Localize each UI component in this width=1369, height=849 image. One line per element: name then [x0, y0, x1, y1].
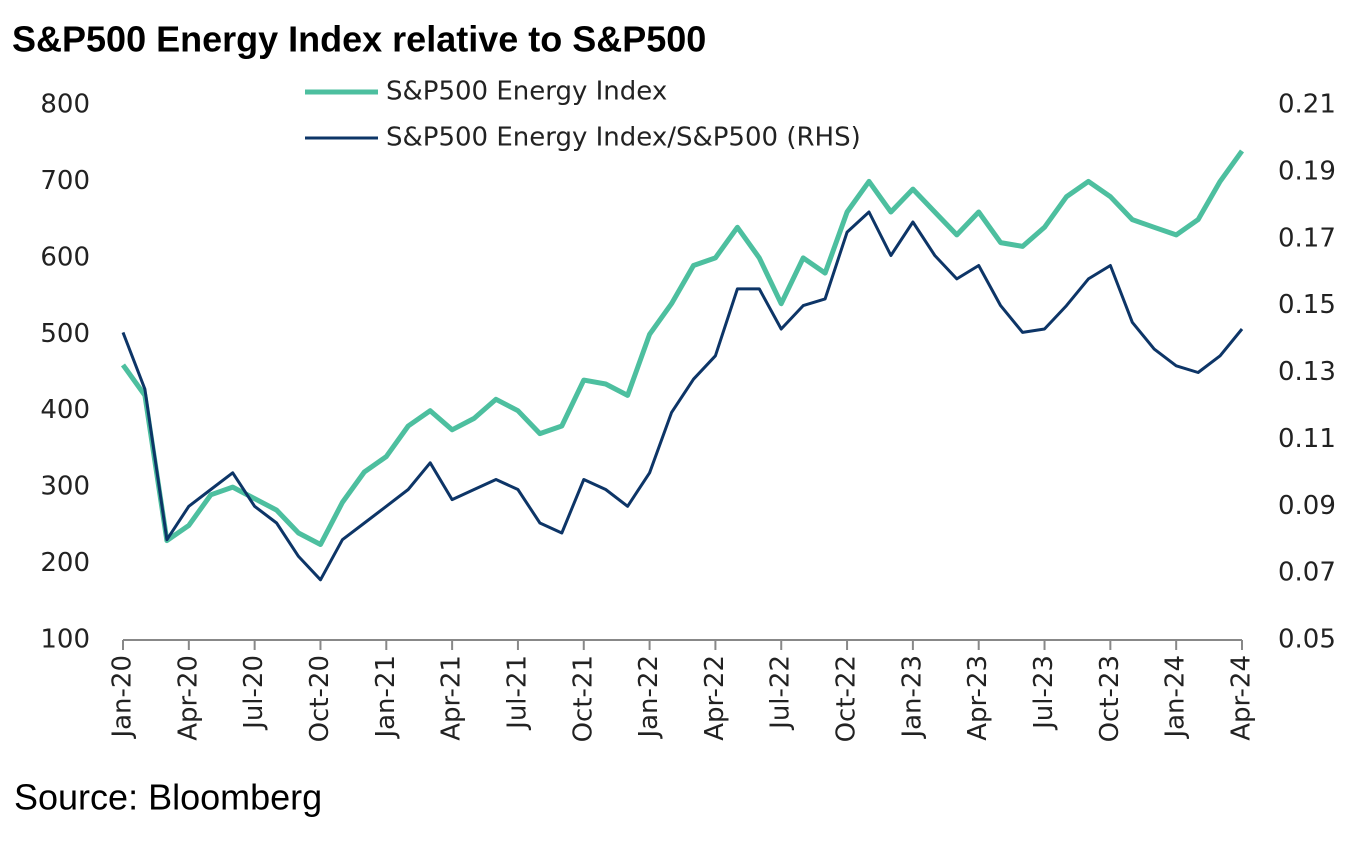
y-tick-label: 400: [40, 395, 90, 425]
x-tick-label: Jan-21: [371, 655, 401, 740]
data-line: [120, 149, 1245, 547]
y2-tick-label: 0.05: [1278, 625, 1336, 655]
y-tick-label: 100: [40, 625, 90, 655]
y-tick-label: 600: [40, 242, 90, 272]
y2-tick-label: 0.17: [1278, 223, 1336, 253]
x-tick-label: Oct-23: [1095, 655, 1125, 742]
y2-tick-label: 0.19: [1278, 156, 1336, 186]
x-tick-label: Jan-24: [1161, 655, 1191, 740]
x-tick-label: Oct-20: [305, 655, 335, 742]
data-line: [121, 210, 1244, 582]
x-tick-label: Jul-20: [239, 655, 269, 731]
x-tick-label: Oct-22: [832, 655, 862, 742]
y2-tick-label: 0.21: [1278, 90, 1336, 120]
y-tick-label: 300: [40, 472, 90, 502]
y-tick-label: 200: [40, 548, 90, 578]
y-tick-label: 500: [40, 319, 90, 349]
y2-tick-label: 0.11: [1278, 424, 1336, 454]
x-tick-label: Jul-21: [502, 655, 532, 731]
x-tick-label: Jan-22: [634, 655, 664, 740]
x-tick-label: Apr-20: [173, 655, 203, 741]
x-tick-label: Oct-21: [568, 655, 598, 742]
x-tick-label: Jan-23: [897, 655, 927, 740]
legend-label: S&P500 Energy Index/S&P500 (RHS): [386, 123, 861, 153]
y-tick-label: 800: [40, 90, 90, 120]
y2-tick-label: 0.09: [1278, 491, 1336, 521]
y2-tick-label: 0.07: [1278, 558, 1336, 588]
x-tick-label: Apr-23: [963, 655, 993, 741]
legend-label: S&P500 Energy Index: [386, 77, 667, 107]
source-note: Source: Bloomberg: [14, 777, 322, 818]
chart-title: S&P500 Energy Index relative to S&P500: [12, 19, 706, 60]
x-tick-label: Apr-22: [700, 655, 730, 741]
x-tick-label: Jan-20: [108, 655, 138, 740]
y2-tick-label: 0.15: [1278, 290, 1336, 320]
x-tick-label: Apr-21: [437, 655, 467, 741]
y2-tick-label: 0.13: [1278, 357, 1336, 387]
x-tick-label: Jul-22: [766, 655, 796, 731]
x-tick-label: Apr-24: [1227, 655, 1257, 741]
x-tick-label: Jul-23: [1029, 655, 1059, 731]
y-tick-label: 700: [40, 166, 90, 196]
